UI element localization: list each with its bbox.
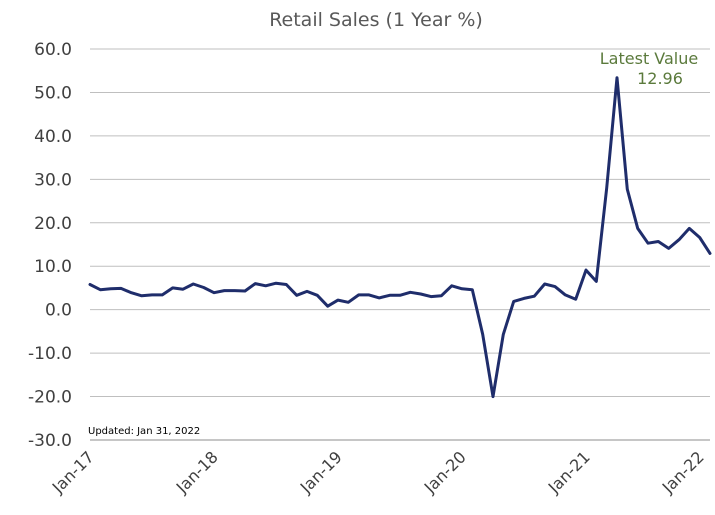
- y-tick-label: 50.0: [34, 83, 72, 103]
- y-tick-label: 10.0: [34, 257, 72, 277]
- y-tick-label: 40.0: [34, 127, 72, 147]
- y-tick-label: 0.0: [45, 301, 72, 321]
- latest-value-number: 12.96: [637, 69, 683, 88]
- x-tick-label: Jan-20: [420, 447, 470, 497]
- y-tick-label: -30.0: [28, 431, 72, 451]
- x-tick-label: Jan-18: [172, 447, 222, 497]
- y-tick-label: 20.0: [34, 214, 72, 234]
- updated-footnote: Updated: Jan 31, 2022: [88, 426, 200, 437]
- latest-value-label: Latest Value: [600, 49, 698, 68]
- x-tick-label: Jan-19: [296, 447, 346, 497]
- series-line: [88, 76, 712, 399]
- x-tick-label: Jan-22: [658, 447, 708, 497]
- y-tick-label: 60.0: [34, 40, 72, 60]
- y-tick-label: -20.0: [28, 388, 72, 408]
- y-tick-label: 30.0: [34, 170, 72, 190]
- y-axis-tick-labels: 60.0 50.0 40.0 30.0 20.0 10.0 0.0 -10.0 -20.0 -30…: [28, 40, 72, 451]
- x-tick-label: Jan-21: [544, 447, 594, 497]
- series-layer: [88, 76, 712, 399]
- x-tick-label: Jan-17: [48, 447, 98, 497]
- chart-title: Retail Sales (1 Year %): [269, 9, 483, 31]
- y-tick-label: -10.0: [28, 344, 72, 364]
- gridlines: [90, 48, 710, 441]
- x-axis-tick-labels: Jan-17 Jan-18 Jan-19 Jan-20 Jan-21 Jan-22: [48, 447, 708, 497]
